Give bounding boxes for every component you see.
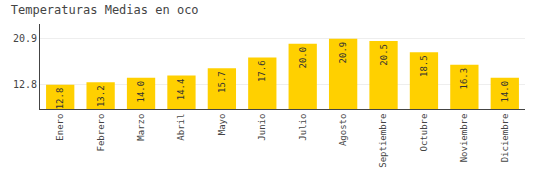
- svg-text:15.7: 15.7: [217, 71, 227, 93]
- svg-text:12.8: 12.8: [13, 79, 37, 90]
- svg-text:20.9: 20.9: [13, 33, 37, 44]
- svg-text:13.2: 13.2: [96, 85, 106, 107]
- svg-text:Temperaturas Medias en oco: Temperaturas Medias en oco: [11, 3, 199, 17]
- svg-text:Septiembre: Septiembre: [378, 114, 388, 168]
- svg-text:20.5: 20.5: [379, 44, 389, 66]
- svg-text:18.5: 18.5: [419, 55, 429, 77]
- svg-text:Octubre: Octubre: [419, 114, 429, 152]
- svg-text:Febrero: Febrero: [96, 114, 106, 152]
- svg-text:14.0: 14.0: [500, 81, 510, 103]
- svg-text:Mayo: Mayo: [217, 114, 227, 136]
- svg-text:Julio: Julio: [298, 114, 308, 141]
- svg-text:Junio: Junio: [257, 114, 267, 141]
- svg-text:14.4: 14.4: [176, 79, 186, 101]
- svg-text:Enero: Enero: [55, 114, 65, 141]
- svg-text:16.3: 16.3: [459, 68, 469, 90]
- svg-text:Diciembre: Diciembre: [500, 114, 510, 163]
- svg-text:Marzo: Marzo: [136, 114, 146, 141]
- svg-text:17.6: 17.6: [257, 60, 267, 82]
- svg-text:Abril: Abril: [176, 114, 186, 141]
- svg-text:20.0: 20.0: [298, 47, 308, 69]
- svg-text:12.8: 12.8: [55, 88, 65, 109]
- svg-text:14.0: 14.0: [136, 81, 146, 103]
- svg-text:Noviembre: Noviembre: [459, 114, 469, 163]
- svg-text:Agosto: Agosto: [338, 114, 348, 147]
- svg-text:20.9: 20.9: [338, 42, 348, 64]
